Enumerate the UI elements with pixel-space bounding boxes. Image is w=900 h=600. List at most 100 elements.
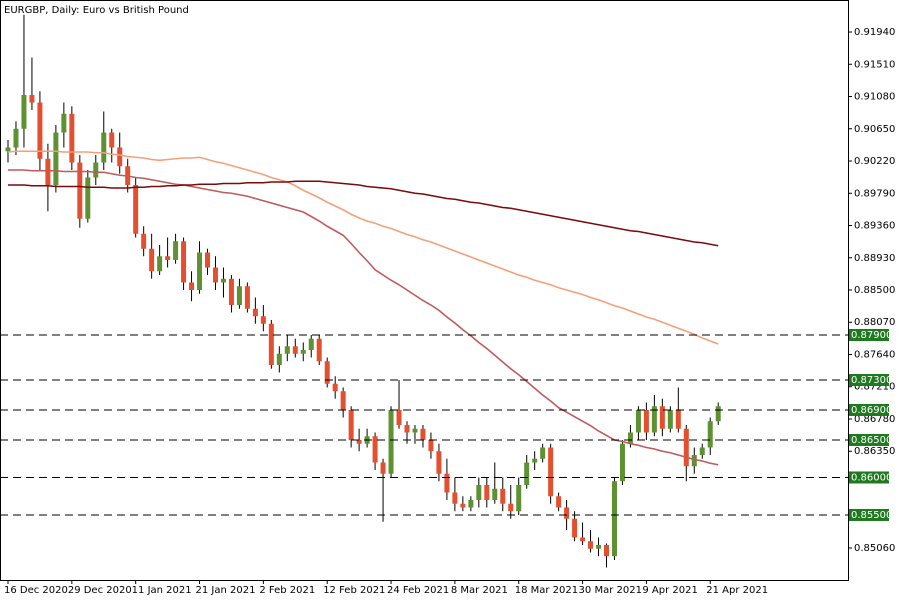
candle-body	[412, 428, 418, 433]
y-tick-label: 0.86350	[854, 446, 895, 457]
y-tick-label: 0.85060	[854, 543, 895, 554]
candle-body	[37, 102, 43, 159]
x-tick-label: 9 Apr 2021	[642, 585, 697, 596]
candle-body	[388, 409, 394, 474]
candle-body	[572, 518, 578, 538]
y-tick-label: 0.90220	[854, 156, 895, 167]
candle-body	[683, 428, 689, 467]
x-tick-label: 16 Dec 2020	[4, 585, 68, 596]
candle-body	[659, 406, 665, 429]
y-tick-label: 0.89790	[854, 188, 895, 199]
x-tick-label: 8 Mar 2021	[451, 585, 508, 596]
x-tick-label: 29 Dec 2020	[68, 585, 132, 596]
candle-body	[133, 185, 139, 234]
candle-body	[252, 308, 258, 317]
x-tick-label: 21 Apr 2021	[706, 585, 768, 596]
candle-body	[699, 447, 705, 455]
candle-body	[340, 391, 346, 410]
candle-body	[611, 481, 617, 557]
y-tick-label: 0.88070	[854, 317, 895, 328]
candle-body	[61, 113, 67, 133]
candle-body	[173, 241, 179, 261]
level-label-box	[849, 373, 889, 386]
candle-body	[260, 316, 266, 324]
candle-body	[643, 409, 649, 433]
y-tick-label: 0.86780	[854, 414, 895, 425]
candle-body	[101, 132, 107, 163]
candle-body	[372, 436, 378, 463]
y-tick-label: 0.90650	[854, 124, 895, 135]
moving-average	[8, 180, 719, 247]
candle-body	[436, 451, 442, 474]
candle-body	[236, 286, 242, 305]
level-label: 0.85500	[851, 510, 892, 521]
candle-body	[627, 432, 633, 444]
candle-body	[468, 499, 474, 508]
candle-body	[117, 147, 123, 167]
candle-body	[21, 95, 27, 129]
candle-body	[667, 409, 673, 429]
candle-body	[268, 323, 274, 365]
y-tick-label: 0.91080	[854, 92, 895, 103]
candle-body	[484, 484, 490, 500]
candle-body	[580, 537, 586, 542]
candle-body	[500, 488, 506, 504]
chart-title: EURGBP, Daily: Euro vs British Pound	[4, 5, 189, 16]
level-label: 0.86900	[851, 405, 892, 416]
candle-body	[13, 128, 19, 148]
candle-body	[707, 421, 713, 448]
candle-body	[53, 132, 59, 186]
candle-body	[651, 406, 657, 433]
candle-body	[556, 496, 562, 508]
candle-body	[420, 428, 426, 440]
candle-body	[356, 439, 362, 444]
candle-body	[45, 158, 51, 186]
candle-body	[85, 177, 91, 219]
level-label-box	[849, 403, 889, 416]
candle-body	[220, 278, 226, 283]
y-tick-label: 0.87210	[854, 382, 895, 393]
candle-body	[300, 349, 306, 354]
moving-average	[7, 150, 719, 345]
level-label: 0.86000	[851, 472, 892, 483]
candle-body	[715, 406, 721, 422]
candle-body	[141, 233, 147, 249]
candle-body	[212, 267, 218, 283]
candle-body	[619, 443, 625, 482]
y-tick-label: 0.89360	[854, 221, 895, 232]
candle-body	[5, 147, 11, 152]
candle-body	[77, 162, 83, 219]
candle-body	[316, 338, 322, 362]
candle-body	[181, 241, 187, 283]
candle-body	[635, 409, 641, 433]
candle-body	[588, 541, 594, 549]
candle-body	[165, 256, 171, 261]
candle-body	[596, 544, 602, 549]
y-tick-label: 0.91940	[854, 27, 895, 38]
candle-body	[276, 353, 282, 365]
candle-body	[691, 454, 697, 467]
candle-body	[532, 458, 538, 463]
moving-average	[8, 169, 719, 466]
y-tick-label: 0.88930	[854, 253, 895, 264]
candle-body	[348, 409, 354, 440]
y-tick-label: 0.91510	[854, 59, 895, 70]
candle-body	[157, 256, 163, 272]
candle-body	[404, 424, 410, 433]
candle-body	[460, 503, 466, 508]
level-label-box	[849, 471, 889, 484]
candle-body	[93, 162, 99, 178]
x-tick-label: 24 Feb 2021	[387, 585, 449, 596]
candle-body	[476, 484, 482, 500]
candle-body	[308, 338, 314, 350]
candle-body	[244, 286, 250, 309]
candle-body	[109, 132, 115, 148]
candle-body	[228, 278, 234, 305]
candle-body	[149, 248, 155, 272]
candle-body	[604, 544, 609, 557]
x-tick-label: 2 Feb 2021	[259, 585, 315, 596]
candle-body	[452, 492, 458, 504]
candle-body	[380, 462, 386, 474]
y-tick-label: 0.87640	[854, 349, 895, 360]
